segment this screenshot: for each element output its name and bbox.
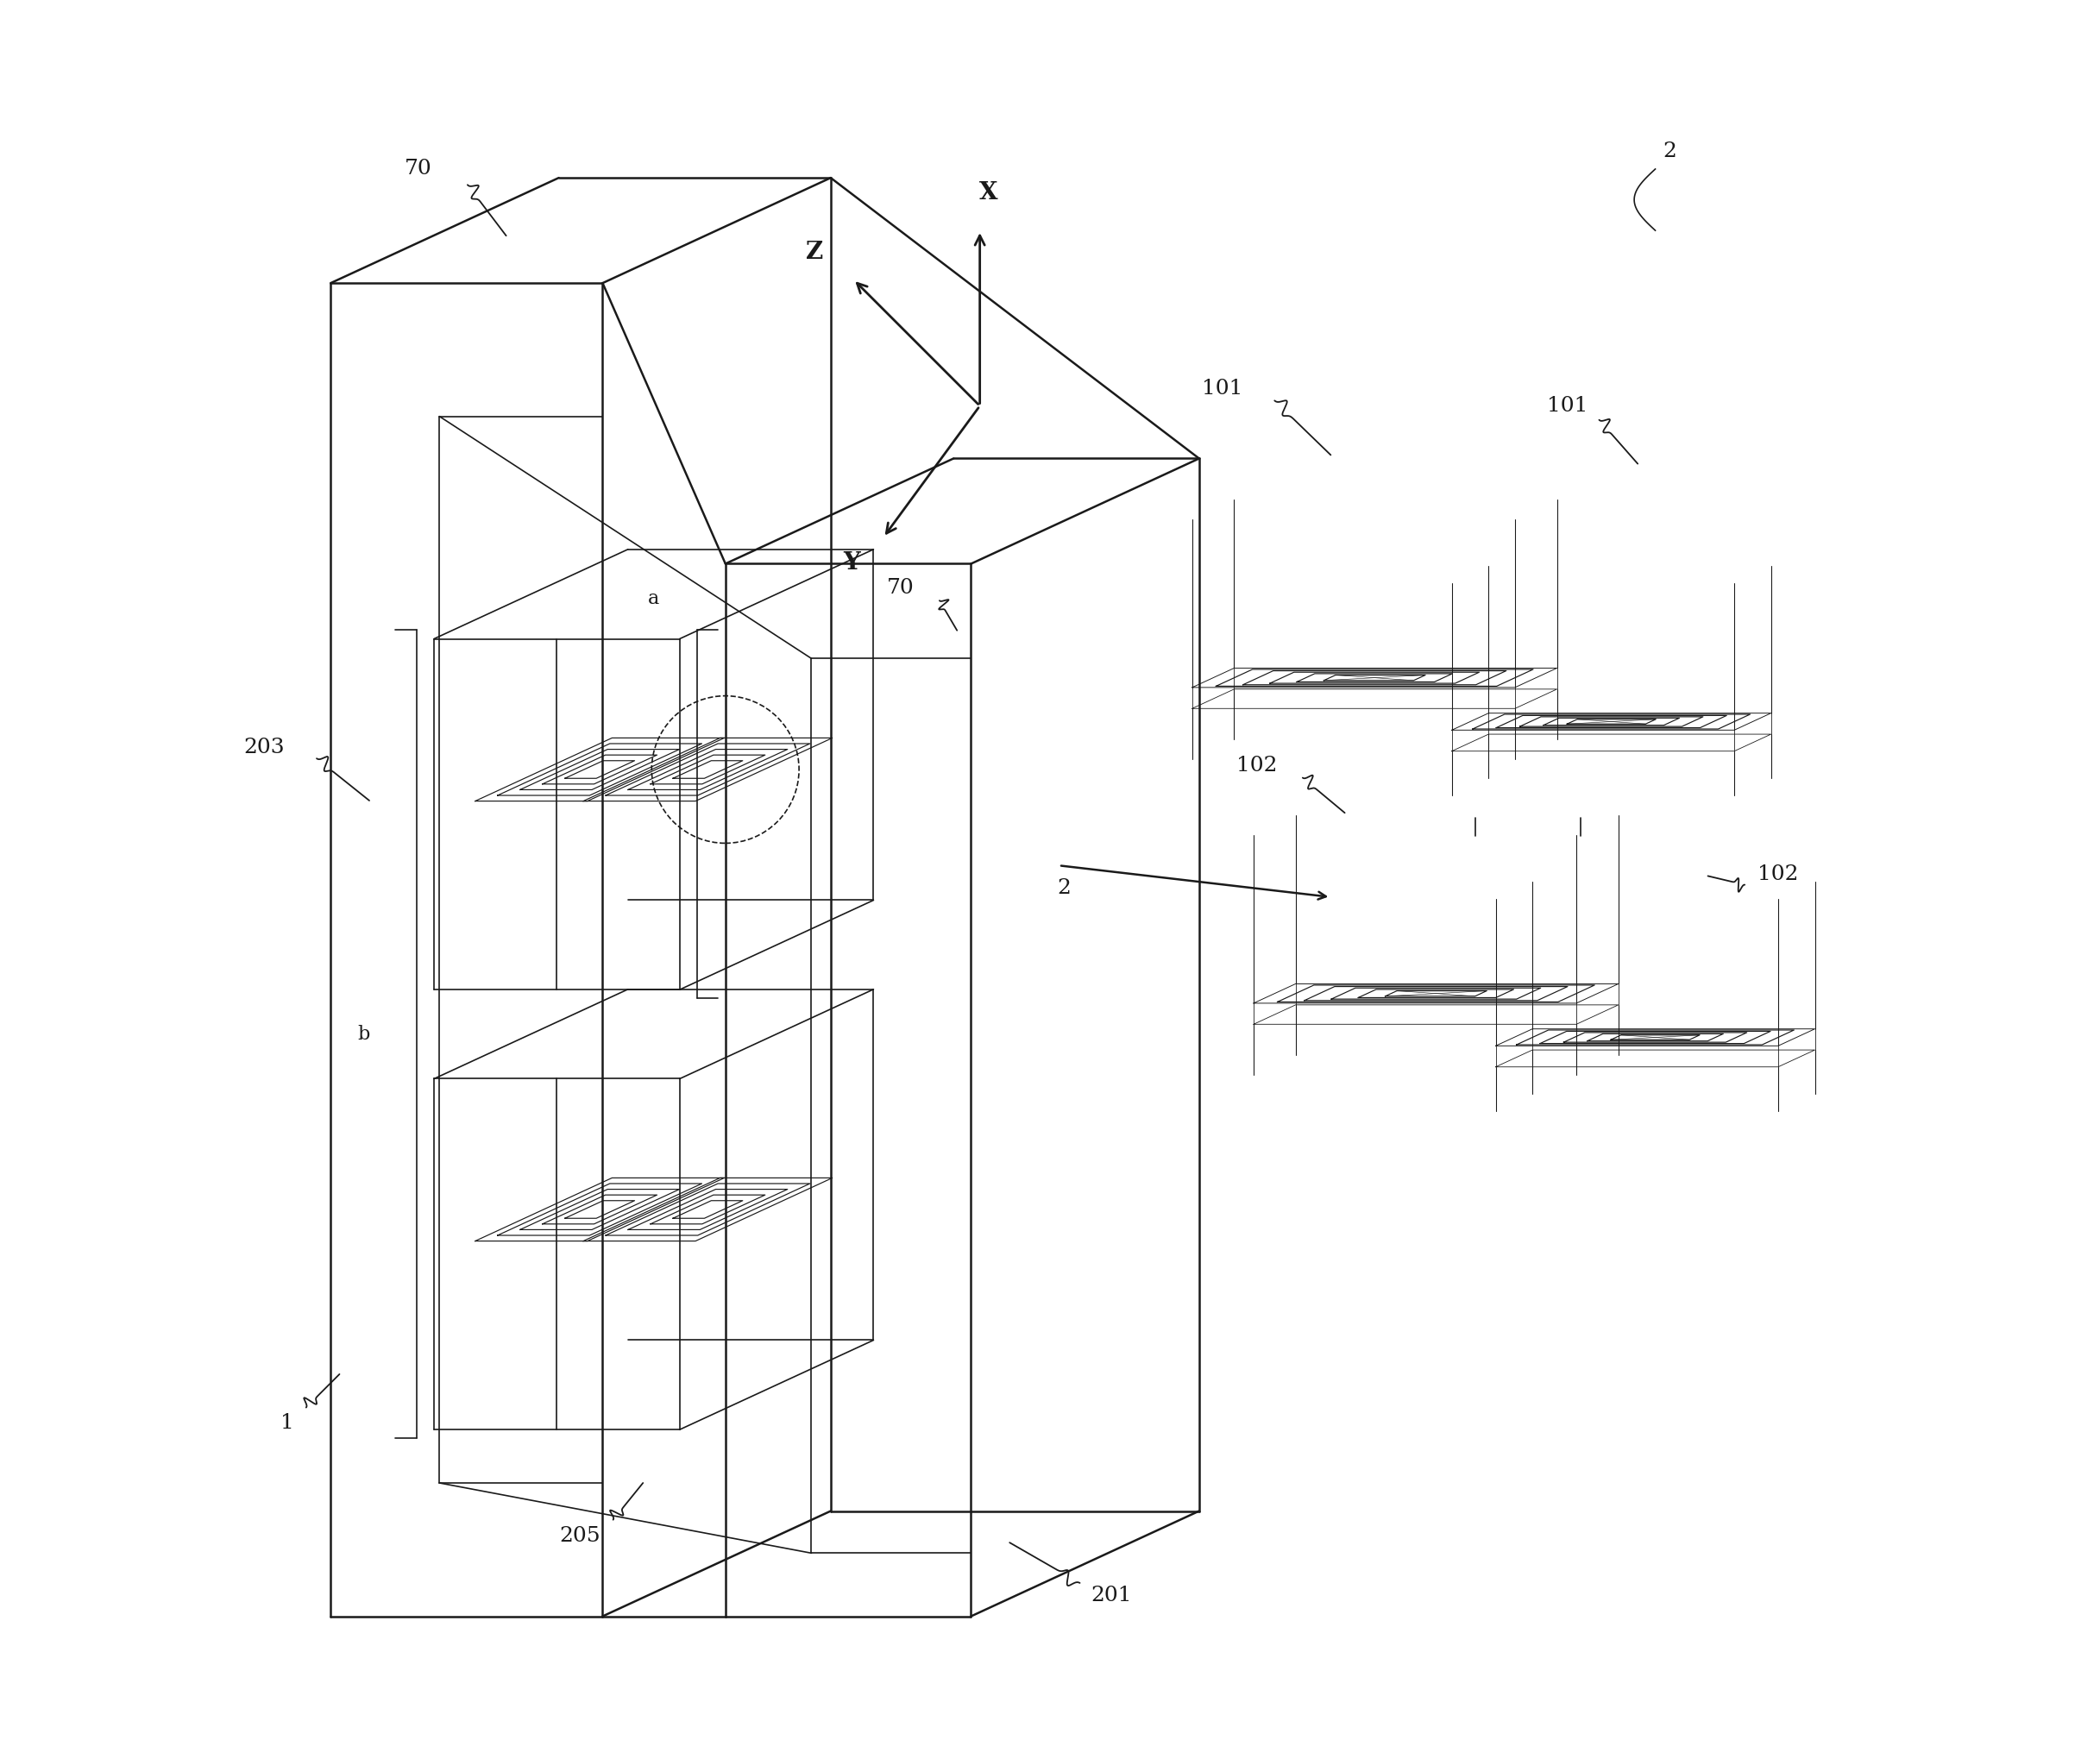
Text: 205: 205 (559, 1525, 601, 1546)
Text: 102: 102 (1758, 864, 1798, 885)
Text: 70: 70 (886, 579, 916, 598)
Text: 102: 102 (1237, 756, 1277, 776)
Text: 101: 101 (1548, 396, 1588, 415)
Text: 101: 101 (1201, 378, 1243, 398)
Text: 1: 1 (279, 1414, 294, 1434)
Text: Z: Z (806, 241, 823, 264)
Text: 203: 203 (244, 739, 286, 758)
Text: 70: 70 (405, 158, 433, 179)
Text: 2: 2 (1056, 878, 1071, 899)
Text: a: a (647, 589, 659, 609)
Text: 201: 201 (1090, 1585, 1132, 1606)
Text: b: b (357, 1025, 370, 1043)
Text: Y: Y (844, 551, 861, 573)
Text: 2: 2 (1663, 141, 1676, 162)
Text: X: X (979, 181, 998, 204)
